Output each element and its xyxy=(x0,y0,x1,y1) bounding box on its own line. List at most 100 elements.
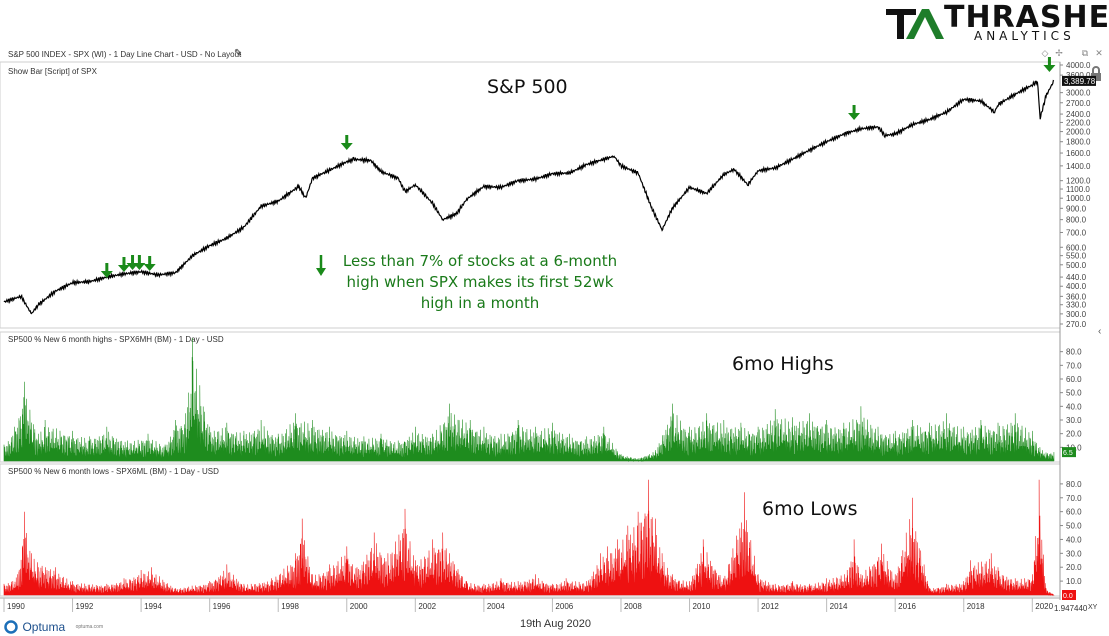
y-tick-label: 3600.0 xyxy=(1066,71,1091,80)
script-label: Show Bar [Script] of SPX xyxy=(8,67,97,76)
brand-name: THRASHER xyxy=(944,0,1109,35)
x-tick-label: 2010 xyxy=(693,602,711,611)
optuma-icon xyxy=(4,620,18,634)
y-tick-label: 70.0 xyxy=(1066,494,1082,503)
x-tick-label: 2000 xyxy=(350,602,368,611)
y-tick-label: 700.0 xyxy=(1066,228,1087,237)
y-tick-label: 1100.0 xyxy=(1066,185,1090,194)
x-tick-label: 2008 xyxy=(624,602,642,611)
y-tick-label: 800.0 xyxy=(1066,216,1087,225)
y-tick-label: 30.0 xyxy=(1066,416,1082,425)
y-tick-label: 80.0 xyxy=(1066,348,1082,357)
x-tick-label: 2016 xyxy=(898,602,916,611)
signal-arrow-head xyxy=(143,264,156,271)
edit-icon[interactable]: ✎ xyxy=(234,48,243,59)
y-tick-label: 20.0 xyxy=(1066,563,1082,572)
y-tick-label: 30.0 xyxy=(1066,549,1082,558)
x-tick-label: 2006 xyxy=(555,602,573,611)
y-tick-label: 40.0 xyxy=(1066,535,1082,544)
last-price-box xyxy=(1062,75,1096,86)
y-tick-label: 300.0 xyxy=(1066,310,1087,319)
x-tick-label: 2018 xyxy=(967,602,985,611)
last-value-label: 6.5 xyxy=(1063,450,1073,457)
x-tick-label: 2012 xyxy=(761,602,779,611)
chart-title: S&P 500 INDEX - SPX (WI) - 1 Day Line Ch… xyxy=(8,50,242,59)
new-highs-bars xyxy=(3,337,1055,463)
x-tick-label: 1994 xyxy=(144,602,162,611)
y-tick-label: 500.0 xyxy=(1066,261,1087,270)
signal-arrow-head xyxy=(848,113,861,120)
y-tick-label: 600.0 xyxy=(1066,243,1087,252)
legend-arrow-head xyxy=(316,268,326,276)
spx-price-line xyxy=(3,79,1055,315)
x-tick-label: 1990 xyxy=(7,602,25,611)
y-tick-label: 1600.0 xyxy=(1066,149,1091,158)
y-tick-label: 60.0 xyxy=(1066,508,1082,517)
last-price-label: 3,389.78 xyxy=(1064,77,1096,86)
y-tick-label: 2400.0 xyxy=(1066,110,1091,119)
pane3-label: SP500 % New 6 month lows - SPX6ML (BM) -… xyxy=(8,467,219,476)
pane1-title: S&P 500 xyxy=(487,76,568,98)
x-tick-label: 1992 xyxy=(76,602,94,611)
logo-mark-icon xyxy=(886,9,944,39)
optuma-brand: Optuma xyxy=(22,619,66,634)
y-tick-label: 2000.0 xyxy=(1066,128,1091,137)
y-tick-label: 1200.0 xyxy=(1066,177,1091,186)
y-tick-label: 550.0 xyxy=(1066,252,1087,261)
y-tick-label: 1800.0 xyxy=(1066,138,1091,147)
y-tick-label: 1400.0 xyxy=(1066,162,1091,171)
y-tick-label: 2700.0 xyxy=(1066,99,1091,108)
pane3-title: 6mo Lows xyxy=(762,498,858,520)
y-tick-label: 50.0 xyxy=(1066,522,1082,531)
x-tick-label: 2002 xyxy=(418,602,436,611)
y-tick-label: 400.0 xyxy=(1066,282,1087,291)
last-value-box xyxy=(1062,590,1076,600)
y-tick-label: 80.0 xyxy=(1066,480,1082,489)
pin-icon[interactable]: ✢ xyxy=(1055,48,1063,58)
signal-arrow-head xyxy=(1043,65,1056,72)
close-icon[interactable]: ✕ xyxy=(1095,48,1103,58)
diamond-icon[interactable]: ◇ xyxy=(1041,48,1049,58)
annotation-text: Less than 7% of stocks at a 6-month high… xyxy=(342,252,618,312)
brand-subtitle: ANALYTICS xyxy=(974,29,1075,43)
signal-arrow-head xyxy=(100,271,113,278)
pane2-title: 6mo Highs xyxy=(732,353,834,375)
y-tick-label: 20.0 xyxy=(1066,430,1082,439)
optuma-logo: Optuma optuma.com xyxy=(4,618,104,634)
y-tick-label: 900.0 xyxy=(1066,204,1087,213)
last-value-label: 0.0 xyxy=(1063,593,1073,600)
signal-arrow-head xyxy=(340,143,353,150)
x-tick-label: 2020 xyxy=(1035,602,1053,611)
signal-arrow-head xyxy=(117,265,130,272)
y-tick-label: 60.0 xyxy=(1066,375,1082,384)
x-tick-label: 2014 xyxy=(830,602,848,611)
xy-toggle[interactable]: XY xyxy=(1088,604,1098,611)
y-tick-label: 2200.0 xyxy=(1066,118,1091,127)
optuma-site: optuma.com xyxy=(75,623,104,630)
chart-date: 19th Aug 2020 xyxy=(520,618,591,630)
corner-value: 1.947440 xyxy=(1054,604,1088,613)
y-tick-label: 270.0 xyxy=(1066,320,1087,329)
y-tick-label: 70.0 xyxy=(1066,361,1082,370)
new-lows-bars xyxy=(3,479,1055,597)
pane-frame xyxy=(0,463,1061,597)
last-value-box xyxy=(1062,447,1076,458)
y-tick-label: 1000.0 xyxy=(1066,194,1091,203)
x-tick-label: 1996 xyxy=(213,602,231,611)
y-tick-label: 40.0 xyxy=(1066,402,1082,411)
signal-arrow-head xyxy=(133,263,146,270)
restore-icon[interactable]: ⧉ xyxy=(1081,48,1089,58)
x-tick-label: 1998 xyxy=(281,602,299,611)
pane-frame xyxy=(0,61,1061,329)
y-tick-label: 360.0 xyxy=(1066,292,1087,301)
y-tick-label: 10.0 xyxy=(1066,577,1082,586)
y-tick-label: 330.0 xyxy=(1066,301,1087,310)
brand-logo: THRASHER ANALYTICS xyxy=(882,0,1109,43)
y-tick-label: 440.0 xyxy=(1066,273,1087,282)
collapse-panel-icon[interactable]: ‹ xyxy=(1098,326,1102,337)
x-tick-label: 2004 xyxy=(487,602,505,611)
y-tick-label: 4000.0 xyxy=(1066,61,1091,70)
y-tick-label: 3000.0 xyxy=(1066,89,1091,98)
y-tick-label: 50.0 xyxy=(1066,389,1082,398)
